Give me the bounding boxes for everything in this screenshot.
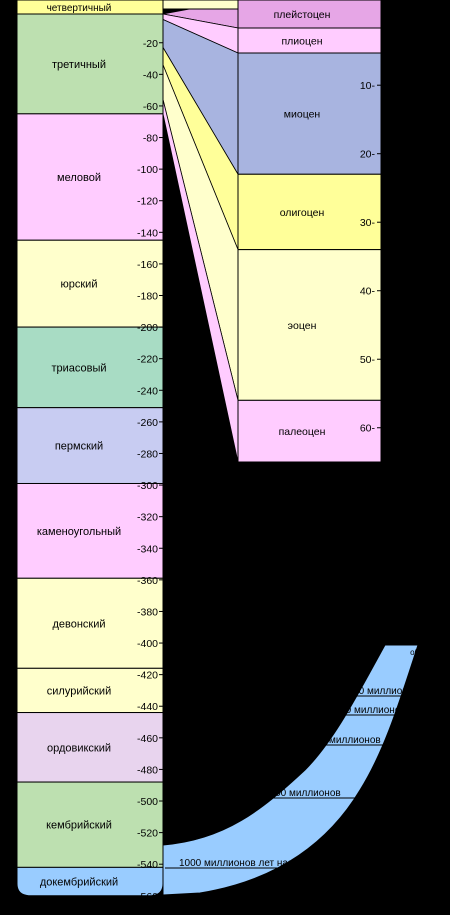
right-tick-label-2: 30- — [360, 217, 376, 229]
left-tick-label-12: -260 — [137, 417, 158, 429]
period-6-block — [16, 482, 164, 579]
period-8-block — [16, 667, 164, 714]
epoch-6-block — [237, 399, 382, 463]
left-tick-label-24: -500 — [137, 796, 158, 808]
left-tick-label-3: -80 — [143, 133, 158, 145]
left-tick-label-27: -560 — [137, 891, 158, 903]
left-tick-label-7: -160 — [137, 259, 158, 271]
epoch-2-label: плиоцен — [281, 36, 322, 48]
left-tick-label-13: -280 — [137, 448, 158, 460]
period-6-label: каменоугольный — [37, 526, 121, 538]
period-2-label: меловой — [57, 172, 101, 184]
deep-time-band — [162, 644, 419, 896]
left-tick-label-10: -220 — [137, 354, 158, 366]
epoch-2-block — [237, 27, 382, 54]
left-tick-label-25: -520 — [137, 828, 158, 840]
left-tick-label-9: -200 — [137, 322, 158, 334]
connector-lines — [162, 0, 239, 463]
period-1-label: третичный — [52, 59, 106, 71]
period-1-block — [16, 13, 164, 115]
period-2-block — [16, 113, 164, 241]
period-column: четвертичный третичный меловой юрский триасо… — [16, 0, 164, 897]
right-tick-label-0: 10- — [360, 80, 376, 92]
period-4-label: триасовый — [51, 362, 106, 374]
right-tick-label-3: 40- — [360, 286, 376, 298]
period-5-block — [16, 407, 164, 484]
formation-label: образованиеЗемли — [410, 648, 450, 667]
left-tick-label-0: -20 — [143, 38, 158, 50]
left-tick-label-4: -100 — [137, 164, 158, 176]
period-3-block — [16, 239, 164, 328]
epoch-5-label: эоцен — [288, 320, 317, 332]
deep-time-label-3: 2000 миллионов — [264, 788, 341, 799]
epoch-1-block — [237, 0, 382, 29]
period-8-label: силурийский — [47, 685, 111, 697]
left-tick-label-1: -40 — [143, 69, 158, 81]
left-tick-label-6: -140 — [137, 227, 158, 239]
epoch-5-block — [237, 249, 382, 401]
left-tick-label-2: -60 — [143, 101, 158, 113]
epoch-column: голоцен(последние 10 000 лет)плейстоценп… — [162, 0, 382, 463]
epoch-6-label: палеоцен — [279, 426, 326, 438]
left-tick-label-11: -240 — [137, 385, 158, 397]
epoch-4-label: олигоцен — [280, 207, 325, 219]
right-tick-label-5: 60- — [360, 423, 376, 435]
period-5-label: пермский — [55, 441, 103, 453]
epoch-4-block — [237, 173, 382, 251]
left-tick-label-20: -420 — [137, 670, 158, 682]
right-tick-label-1: 20- — [360, 149, 376, 161]
left-tick-label-5: -120 — [137, 196, 158, 208]
epoch-3-block — [237, 52, 382, 175]
period-7-block — [16, 577, 164, 669]
period-10-block — [16, 781, 164, 868]
period-11-label: докембрийский — [40, 877, 118, 889]
deep-time-label-2: 3000 миллионов — [304, 735, 381, 746]
note-text: Географическое время можно представить се… — [221, 482, 419, 568]
period-4-block — [16, 326, 164, 409]
left-tick-label-23: -480 — [137, 764, 158, 776]
left-tick-label-18: -380 — [137, 606, 158, 618]
left-tick-label-21: -440 — [137, 701, 158, 713]
epoch-1-label: плейстоцен — [274, 9, 331, 21]
left-tick-label-14: -300 — [137, 480, 158, 492]
deep-time-label-4: 1000 миллионов лет назад — [179, 858, 304, 869]
period-3-label: юрский — [61, 279, 98, 291]
deep-time-label-1: 4000 миллионов — [329, 705, 406, 716]
axis-label: Миллионов лет назад — [174, 395, 189, 660]
left-tick-label-26: -540 — [137, 859, 158, 871]
right-time-axis: 10- 20- 30- 40- 50- 60- — [360, 80, 381, 435]
epoch-3-label: миоцен — [284, 109, 321, 121]
left-tick-label-16: -340 — [137, 543, 158, 555]
left-tick-label-15: -320 — [137, 512, 158, 524]
left-tick-label-22: -460 — [137, 733, 158, 745]
left-time-axis: -20 -40 -60 -80 -100 -120 -140 -160 -180 -200 -220… — [137, 38, 163, 903]
deep-time-wedge: 4500 миллионов 4000 миллионов 3000 миллион… — [162, 644, 450, 896]
period-9-label: ордовикский — [47, 742, 111, 754]
period-7-label: девонский — [52, 618, 105, 630]
right-tick-label-4: 50- — [360, 354, 376, 366]
left-tick-label-17: -360 — [137, 575, 158, 587]
left-tick-label-8: -180 — [137, 291, 158, 303]
period-9-block — [16, 712, 164, 783]
left-tick-label-19: -400 — [137, 638, 158, 650]
deep-time-label-0: 4500 миллионов — [342, 686, 419, 697]
period-10-label: кембрийский — [46, 820, 112, 832]
period-0-label: четвертичный — [47, 3, 112, 14]
